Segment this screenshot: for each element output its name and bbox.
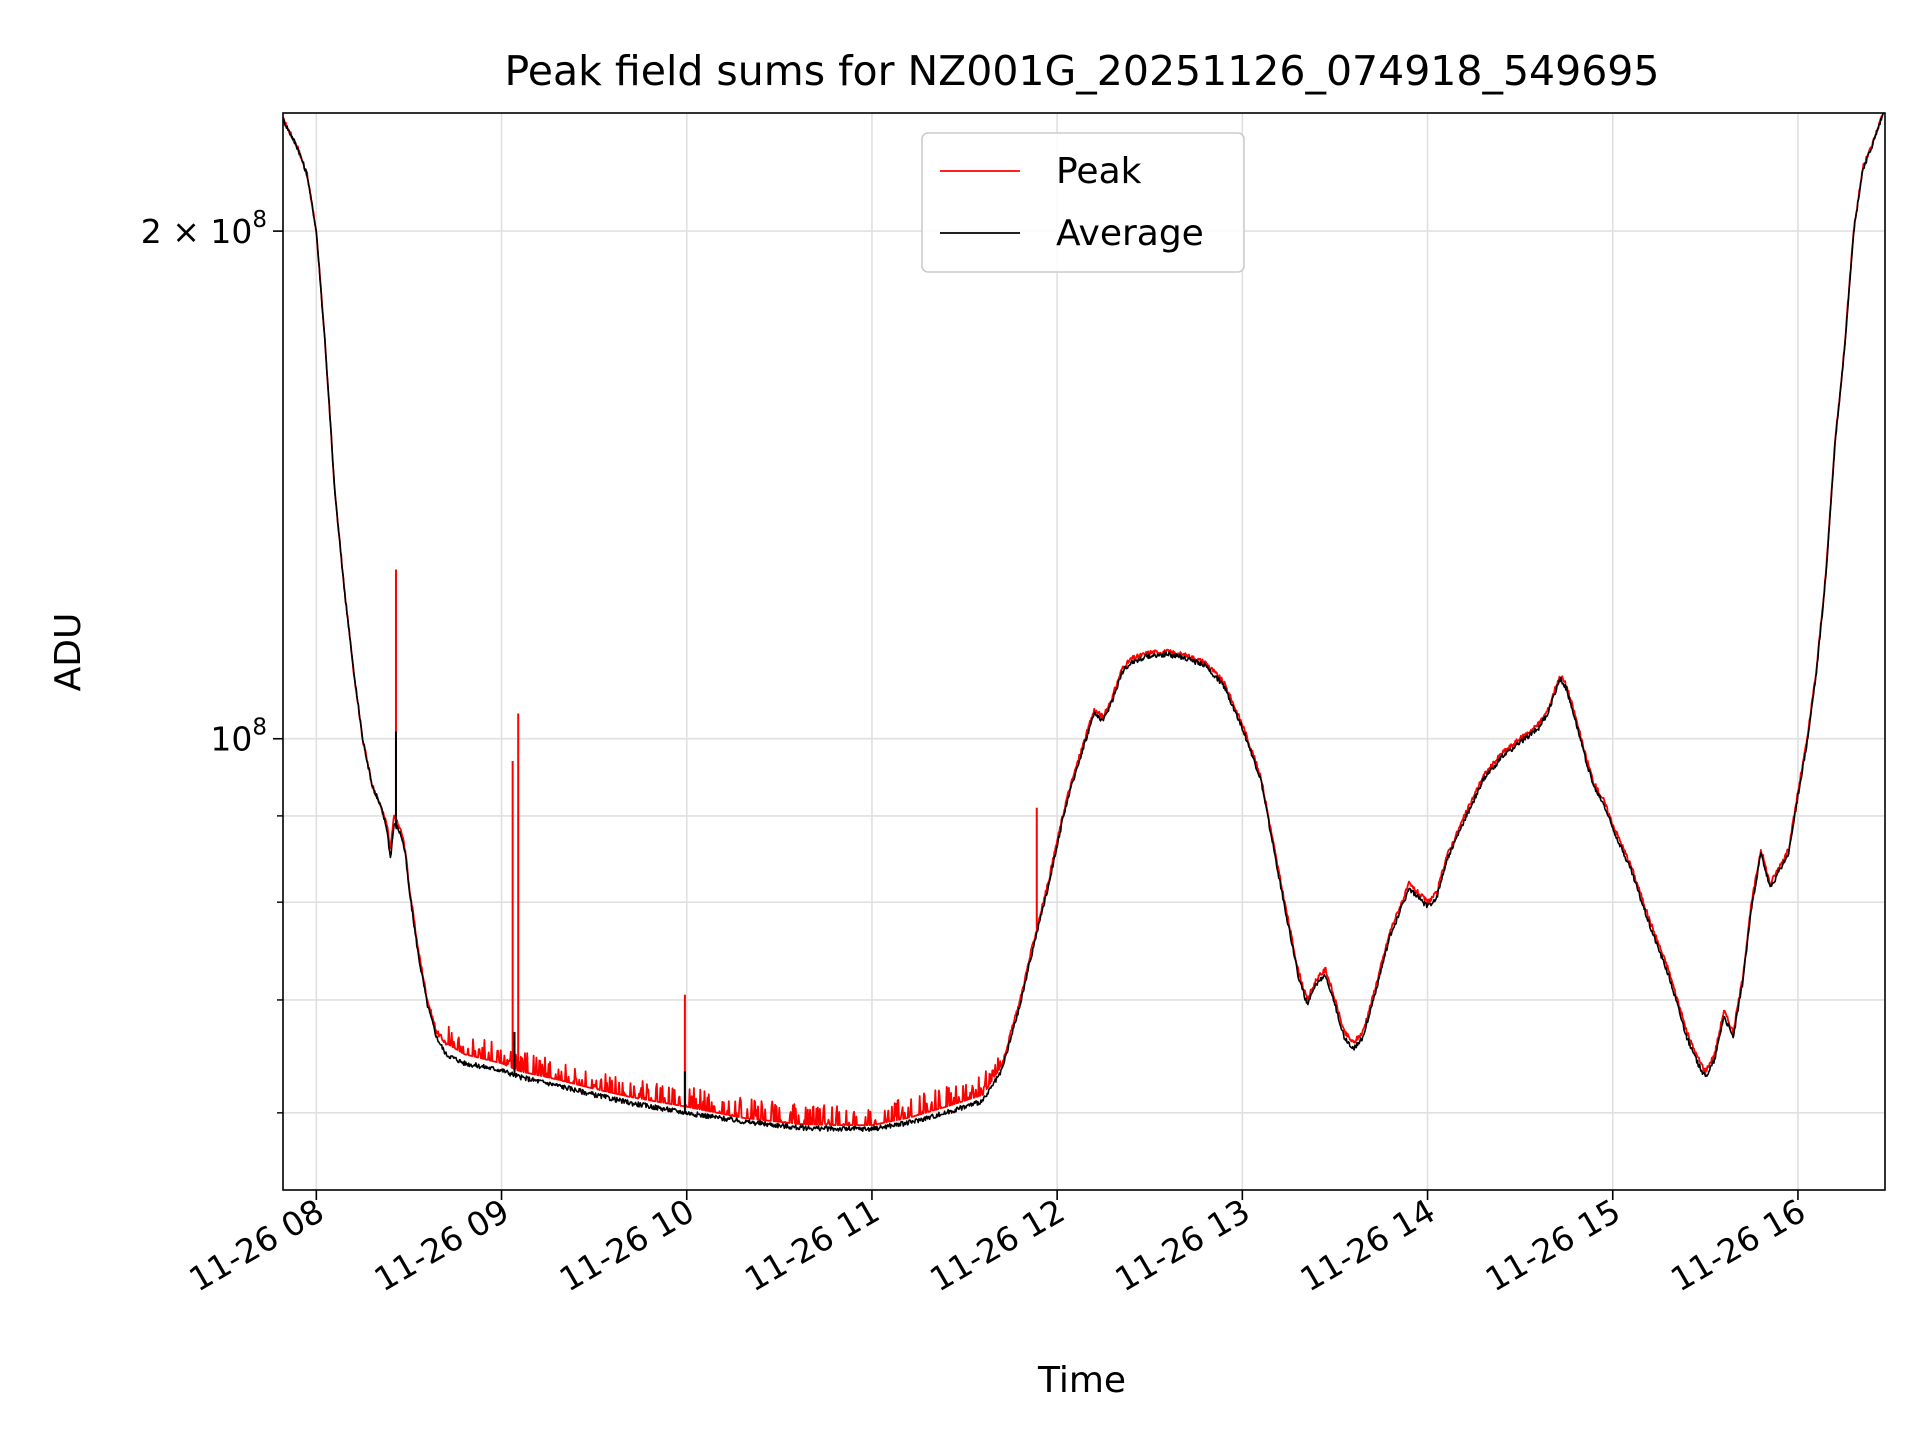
series-layer — [283, 113, 1885, 1132]
series-peak — [283, 113, 1884, 1126]
series-line-peak — [283, 113, 1884, 1126]
plot-area — [283, 113, 1885, 1132]
legend: Peak Average — [921, 132, 1245, 273]
legend-label-average: Average — [1056, 213, 1204, 254]
x-axis-label: Time — [1037, 1360, 1126, 1401]
y-axis-label: ADU — [48, 613, 89, 692]
y-tick-label: 2 × 108 — [141, 207, 267, 251]
chart-title: Peak field sums for NZ001G_20251126_0749… — [505, 47, 1660, 95]
y-tick-label: 108 — [210, 715, 267, 759]
legend-label-peak: Peak — [1056, 151, 1142, 192]
legend-box — [921, 132, 1245, 273]
series-line-average — [283, 113, 1885, 1132]
axes-frame — [282, 112, 1886, 1191]
series-average — [283, 113, 1885, 1132]
